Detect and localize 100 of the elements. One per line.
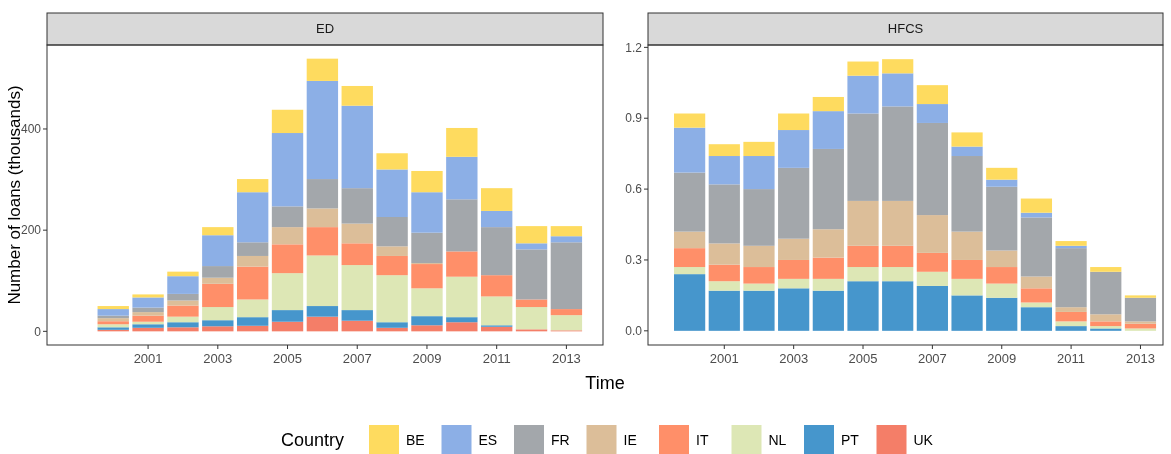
- bar: [986, 186, 1018, 251]
- bar: [847, 267, 879, 282]
- bar: [376, 217, 408, 247]
- bar: [986, 283, 1018, 298]
- bar: [1055, 326, 1087, 331]
- bar: [550, 309, 583, 316]
- x-tick-label: 2007: [342, 351, 372, 366]
- bar: [236, 317, 269, 326]
- bar: [882, 106, 914, 201]
- bar: [411, 264, 443, 289]
- bar: [306, 179, 339, 209]
- bar: [847, 200, 879, 246]
- y-tick-label: 0.9: [625, 111, 643, 126]
- bar: [951, 259, 983, 279]
- bar: [916, 104, 948, 123]
- bar: [480, 275, 513, 297]
- bar: [411, 192, 443, 233]
- bar: [376, 322, 408, 328]
- bar: [674, 127, 706, 173]
- bar: [674, 113, 706, 128]
- bar: [708, 243, 740, 265]
- bar: [306, 208, 339, 228]
- bar: [376, 153, 408, 170]
- x-tick-label: 2011: [482, 351, 511, 366]
- bar: [882, 245, 914, 268]
- x-axis-title: Time: [585, 373, 625, 393]
- bar: [236, 192, 269, 243]
- x-tick-label: 2005: [273, 351, 302, 366]
- bar: [341, 310, 373, 321]
- legend-label: IT: [696, 431, 709, 448]
- bar: [812, 278, 844, 291]
- bar: [446, 317, 478, 323]
- bar: [271, 244, 304, 274]
- bar: [1055, 248, 1087, 308]
- bar: [306, 80, 339, 180]
- bar: [202, 283, 234, 308]
- bar: [882, 281, 914, 331]
- bar: [132, 312, 164, 316]
- bar: [306, 255, 339, 307]
- bar: [1020, 302, 1053, 308]
- bar: [515, 307, 548, 330]
- bar: [812, 290, 844, 331]
- bar: [778, 238, 810, 260]
- bar: [812, 96, 844, 112]
- chart-title: ED: [315, 21, 335, 36]
- bar: [708, 156, 740, 185]
- bar: [1020, 217, 1053, 277]
- bar: [480, 296, 513, 326]
- bar: [778, 278, 810, 289]
- bar: [1124, 295, 1157, 298]
- bar: [341, 223, 373, 244]
- bar: [271, 227, 304, 245]
- bar: [986, 179, 1018, 187]
- bar: [202, 227, 234, 236]
- bar: [515, 243, 548, 250]
- bar: [1090, 271, 1122, 315]
- x-tick-label: 2009: [987, 351, 1017, 366]
- bar: [778, 113, 810, 131]
- bar: [812, 229, 844, 258]
- bar: [236, 299, 269, 318]
- bar: [743, 156, 775, 190]
- bar: [376, 275, 408, 323]
- bar: [167, 327, 199, 332]
- bar: [778, 130, 810, 168]
- legend-label: UK: [913, 431, 934, 448]
- bar: [778, 167, 810, 239]
- bar: [778, 288, 810, 331]
- legend-title: Country: [281, 430, 345, 451]
- bar: [986, 250, 1018, 268]
- bar: [916, 285, 948, 331]
- bar: [986, 267, 1018, 284]
- bar: [951, 231, 983, 260]
- bar: [376, 246, 408, 256]
- bar: [446, 251, 478, 277]
- bar: [202, 326, 234, 332]
- x-tick-label: 2003: [779, 351, 809, 366]
- bar: [847, 113, 879, 201]
- bar: [847, 75, 879, 114]
- bar: [916, 122, 948, 216]
- bar: [951, 278, 983, 296]
- bar: [132, 307, 164, 313]
- bar: [778, 259, 810, 279]
- bar: [1055, 311, 1087, 322]
- bar: [167, 322, 199, 328]
- bar: [550, 242, 583, 310]
- bar: [1020, 307, 1053, 331]
- bar: [132, 297, 164, 308]
- bar: [550, 226, 583, 237]
- bar: [743, 141, 775, 157]
- bar: [674, 274, 706, 331]
- bar: [743, 290, 775, 331]
- bar: [743, 189, 775, 246]
- bar: [97, 306, 129, 310]
- bar: [1020, 288, 1053, 303]
- x-tick-label: 2011: [1057, 351, 1086, 366]
- bar: [446, 156, 478, 200]
- bar: [202, 277, 234, 284]
- bar: [341, 105, 373, 189]
- bar: [480, 210, 513, 228]
- bar: [271, 321, 304, 332]
